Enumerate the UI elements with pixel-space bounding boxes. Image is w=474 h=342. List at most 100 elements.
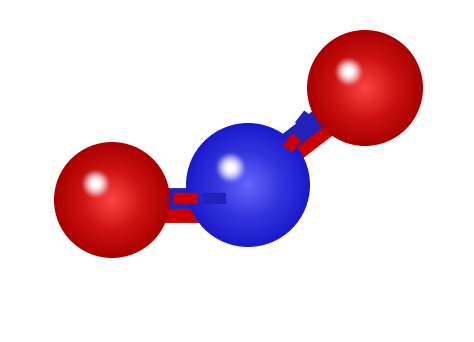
Circle shape <box>66 154 158 246</box>
Circle shape <box>192 129 304 241</box>
Circle shape <box>340 63 391 114</box>
Circle shape <box>82 170 109 198</box>
Circle shape <box>194 132 301 238</box>
Circle shape <box>201 138 295 232</box>
Circle shape <box>342 65 355 78</box>
Circle shape <box>61 148 164 251</box>
Circle shape <box>87 175 137 225</box>
Circle shape <box>80 168 144 232</box>
Circle shape <box>189 126 307 244</box>
Circle shape <box>89 177 102 190</box>
Circle shape <box>354 76 377 100</box>
Circle shape <box>244 181 252 189</box>
Circle shape <box>100 188 124 212</box>
Circle shape <box>213 150 283 220</box>
Circle shape <box>64 152 161 249</box>
Circle shape <box>350 74 380 103</box>
Circle shape <box>219 156 242 179</box>
Circle shape <box>230 167 266 203</box>
Circle shape <box>197 134 299 236</box>
Circle shape <box>219 156 277 214</box>
Circle shape <box>314 37 416 139</box>
Circle shape <box>240 177 256 193</box>
Circle shape <box>348 71 349 73</box>
Circle shape <box>329 52 401 123</box>
Circle shape <box>311 34 419 142</box>
Circle shape <box>196 133 300 237</box>
Circle shape <box>226 162 236 173</box>
Circle shape <box>347 70 383 105</box>
Circle shape <box>231 168 265 202</box>
Circle shape <box>337 61 392 116</box>
Circle shape <box>358 81 372 95</box>
Circle shape <box>328 51 402 125</box>
Circle shape <box>234 171 262 199</box>
Circle shape <box>361 84 369 92</box>
Circle shape <box>54 142 170 258</box>
Circle shape <box>77 165 147 235</box>
Circle shape <box>344 67 386 109</box>
Circle shape <box>239 176 257 194</box>
Circle shape <box>69 157 155 244</box>
Circle shape <box>235 172 261 198</box>
Circle shape <box>60 148 164 252</box>
Circle shape <box>332 55 398 121</box>
Circle shape <box>198 135 298 235</box>
Circle shape <box>337 60 393 116</box>
Circle shape <box>222 159 239 176</box>
Circle shape <box>347 70 350 74</box>
Circle shape <box>96 184 128 216</box>
Circle shape <box>356 79 374 97</box>
Circle shape <box>313 37 417 140</box>
Bar <box>296 111 312 129</box>
Circle shape <box>309 31 421 145</box>
Circle shape <box>343 66 387 110</box>
Circle shape <box>87 175 105 193</box>
Circle shape <box>358 81 372 94</box>
Circle shape <box>236 173 260 197</box>
Circle shape <box>335 58 363 86</box>
Circle shape <box>56 144 168 256</box>
Circle shape <box>218 155 278 215</box>
Circle shape <box>318 41 412 135</box>
Circle shape <box>95 183 128 217</box>
Circle shape <box>194 131 302 239</box>
Circle shape <box>93 181 131 219</box>
Circle shape <box>342 65 388 111</box>
Circle shape <box>64 152 160 248</box>
Circle shape <box>312 35 418 141</box>
Circle shape <box>365 87 366 89</box>
Circle shape <box>335 58 395 118</box>
Circle shape <box>353 76 377 100</box>
Circle shape <box>83 171 109 197</box>
Circle shape <box>193 130 303 240</box>
Circle shape <box>237 173 260 197</box>
Circle shape <box>85 173 106 194</box>
Circle shape <box>78 166 146 234</box>
Circle shape <box>204 141 292 229</box>
Circle shape <box>208 145 288 225</box>
Circle shape <box>220 157 241 178</box>
Circle shape <box>362 85 368 91</box>
Circle shape <box>313 36 417 140</box>
Circle shape <box>97 185 127 215</box>
Circle shape <box>79 167 146 233</box>
Circle shape <box>243 180 253 190</box>
Circle shape <box>354 77 376 99</box>
Circle shape <box>57 145 167 255</box>
Circle shape <box>188 124 309 246</box>
Circle shape <box>216 153 246 182</box>
Circle shape <box>110 199 113 201</box>
Circle shape <box>59 147 165 253</box>
Circle shape <box>351 74 379 102</box>
Circle shape <box>191 128 305 242</box>
Circle shape <box>58 146 166 254</box>
Circle shape <box>217 154 279 216</box>
Circle shape <box>219 156 243 180</box>
Circle shape <box>308 31 422 145</box>
Circle shape <box>227 164 234 171</box>
Circle shape <box>94 182 130 218</box>
Circle shape <box>107 195 117 205</box>
Circle shape <box>331 54 399 122</box>
Circle shape <box>95 183 97 185</box>
